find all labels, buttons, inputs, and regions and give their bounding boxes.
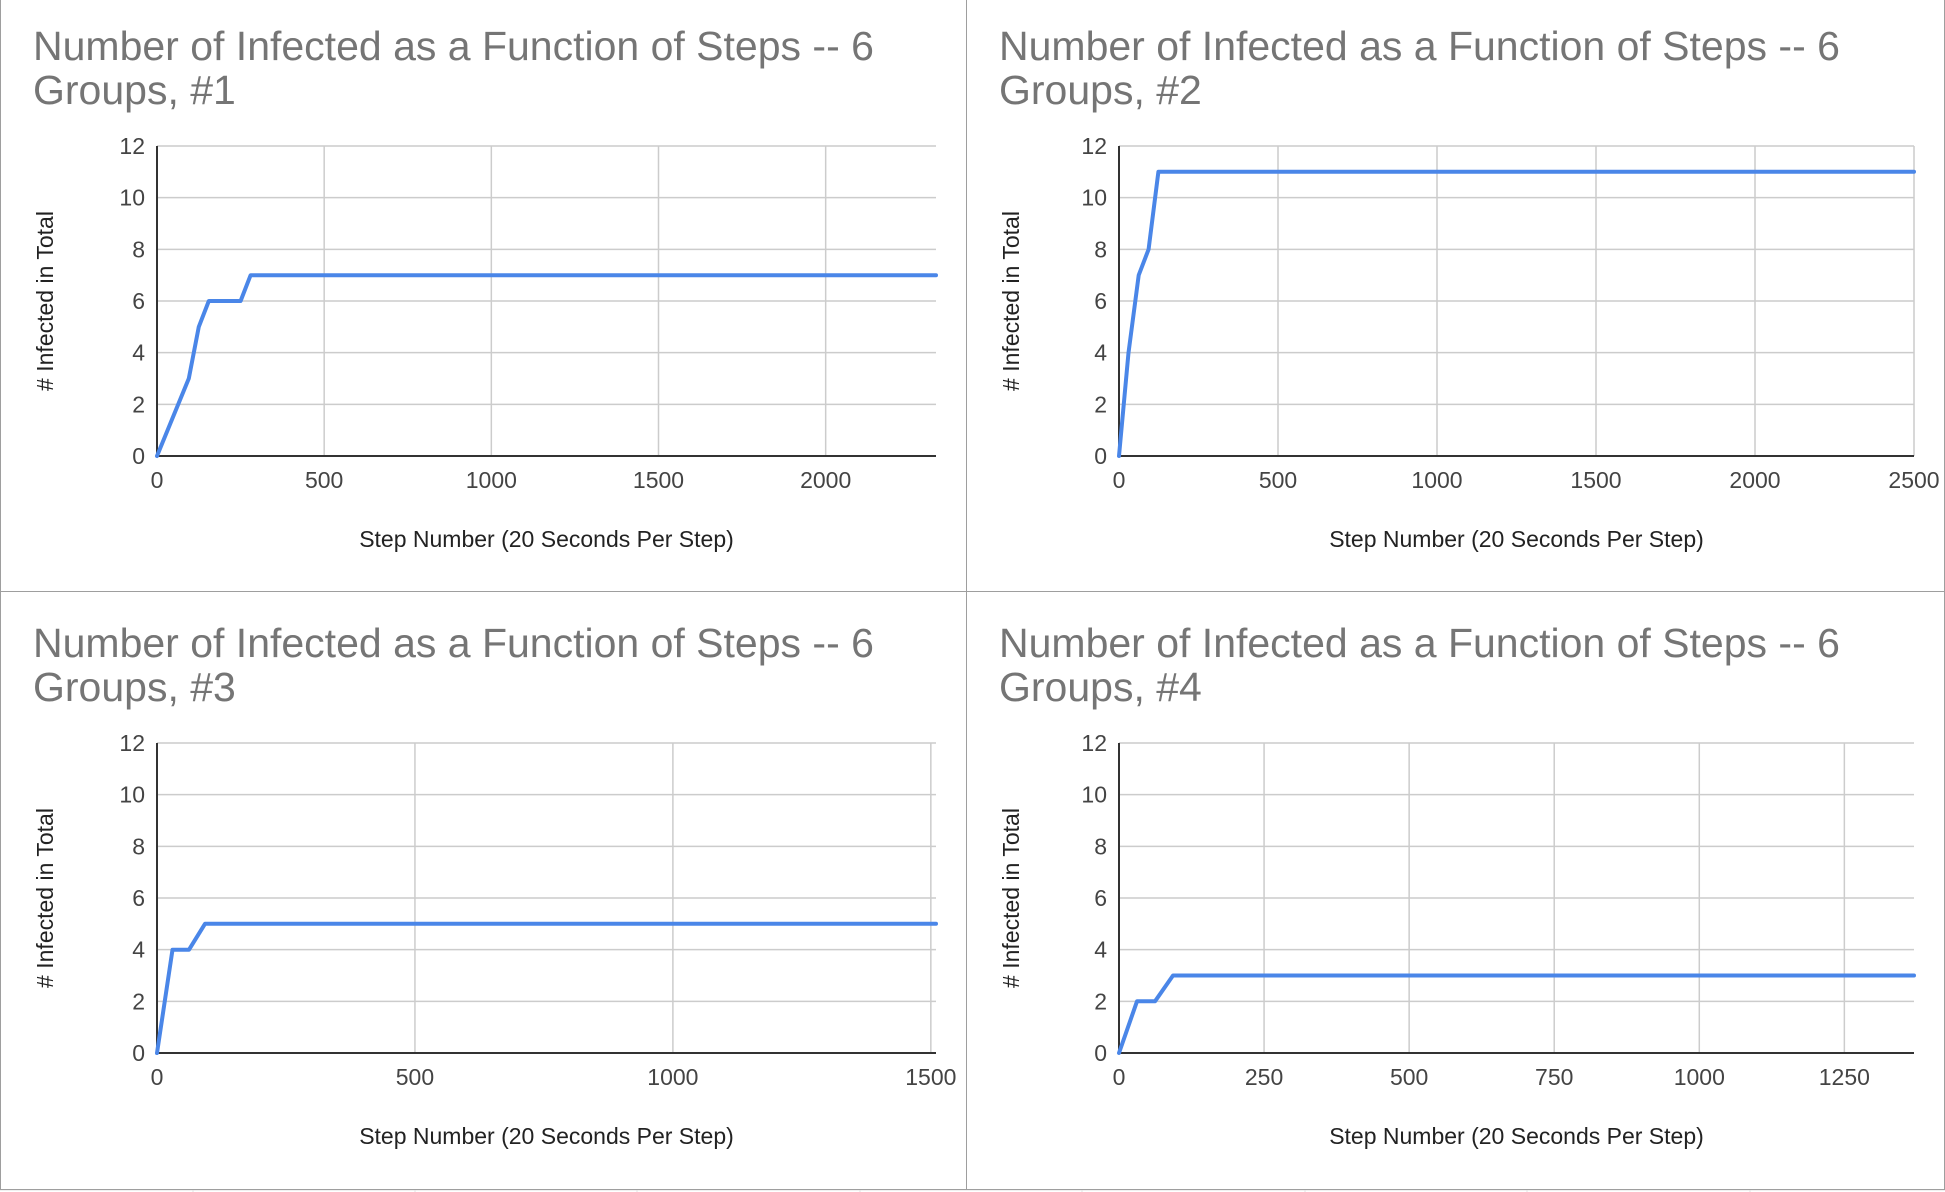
y-tick-label: 8: [1094, 833, 1107, 859]
y-axis-title: # Infected in Total: [32, 808, 58, 988]
chart-title-line: Groups, #4: [999, 664, 1202, 710]
x-tick-label: 1000: [466, 467, 517, 493]
x-tick-label: 0: [151, 1064, 164, 1090]
chart-panel-3[interactable]: Number of Infected as a Function of Step…: [0, 592, 967, 1190]
y-tick-label: 2: [132, 391, 145, 417]
y-tick-label: 8: [1094, 236, 1107, 262]
chart-title-line: Number of Infected as a Function of Step…: [33, 23, 874, 69]
y-tick-label: 12: [1081, 730, 1107, 756]
chart-title-line: Groups, #3: [33, 664, 236, 710]
y-tick-label: 12: [1081, 133, 1107, 159]
x-tick-label: 0: [151, 467, 164, 493]
x-tick-label: 1500: [1570, 467, 1621, 493]
y-tick-label: 8: [132, 833, 145, 859]
chart-title-line: Groups, #2: [999, 67, 1202, 113]
y-tick-label: 4: [132, 340, 145, 366]
y-tick-label: 6: [1094, 288, 1107, 314]
chart-title-line: Number of Infected as a Function of Step…: [999, 23, 1840, 69]
x-axis-title: Step Number (20 Seconds Per Step): [359, 1123, 734, 1149]
y-tick-label: 4: [1094, 937, 1107, 963]
y-axis-title: # Infected in Total: [998, 808, 1024, 988]
y-tick-label: 8: [132, 236, 145, 262]
chart-title-line: Number of Infected as a Function of Step…: [33, 620, 874, 666]
y-tick-label: 6: [1094, 885, 1107, 911]
x-tick-label: 2000: [800, 467, 851, 493]
series-line-infected: [1117, 169, 1916, 458]
x-tick-label: 2500: [1888, 467, 1939, 493]
y-tick-label: 6: [132, 288, 145, 314]
y-tick-label: 10: [119, 185, 145, 211]
x-tick-label: 1500: [633, 467, 684, 493]
x-tick-label: 500: [1259, 467, 1297, 493]
y-tick-label: 6: [132, 885, 145, 911]
x-tick-label: 500: [396, 1064, 434, 1090]
chart-title-line: Groups, #1: [33, 67, 236, 113]
x-axis-title: Step Number (20 Seconds Per Step): [1329, 526, 1704, 552]
y-axis-title: # Infected in Total: [32, 211, 58, 391]
chart-title-line: Number of Infected as a Function of Step…: [999, 620, 1840, 666]
chart-panel-1[interactable]: Number of Infected as a Function of Step…: [0, 0, 967, 592]
x-tick-label: 2000: [1729, 467, 1780, 493]
x-tick-label: 1000: [1411, 467, 1462, 493]
series-line-infected: [155, 273, 938, 458]
x-tick-label: 0: [1113, 467, 1126, 493]
y-tick-label: 10: [1081, 782, 1107, 808]
x-tick-label: 1000: [647, 1064, 698, 1090]
y-tick-label: 12: [119, 133, 145, 159]
x-tick-label: 1000: [1674, 1064, 1725, 1090]
x-tick-label: 1500: [905, 1064, 956, 1090]
line-chart: Number of Infected as a Function of Step…: [32, 620, 956, 1149]
x-axis-title: Step Number (20 Seconds Per Step): [359, 526, 734, 552]
y-tick-label: 2: [1094, 391, 1107, 417]
series-line-infected: [1117, 973, 1916, 1055]
x-tick-label: 250: [1245, 1064, 1283, 1090]
x-tick-label: 750: [1535, 1064, 1573, 1090]
line-chart: Number of Infected as a Function of Step…: [998, 620, 1916, 1149]
chart-panel-2[interactable]: Number of Infected as a Function of Step…: [967, 0, 1945, 592]
y-tick-label: 2: [132, 988, 145, 1014]
y-tick-label: 10: [119, 782, 145, 808]
y-tick-label: 0: [132, 1040, 145, 1066]
chart-panel-4[interactable]: Number of Infected as a Function of Step…: [967, 592, 1945, 1190]
y-tick-label: 4: [1094, 340, 1107, 366]
series-line-infected: [155, 921, 938, 1055]
x-axis-title: Step Number (20 Seconds Per Step): [1329, 1123, 1704, 1149]
y-tick-label: 12: [119, 730, 145, 756]
y-tick-label: 0: [132, 443, 145, 469]
line-chart: Number of Infected as a Function of Step…: [998, 23, 1940, 552]
x-tick-label: 500: [1390, 1064, 1428, 1090]
x-tick-label: 500: [305, 467, 343, 493]
x-tick-label: 0: [1113, 1064, 1126, 1090]
y-tick-label: 4: [132, 937, 145, 963]
y-axis-title: # Infected in Total: [998, 211, 1024, 391]
y-tick-label: 0: [1094, 1040, 1107, 1066]
x-tick-label: 1250: [1819, 1064, 1870, 1090]
y-tick-label: 0: [1094, 443, 1107, 469]
line-chart: Number of Infected as a Function of Step…: [32, 23, 938, 552]
y-tick-label: 10: [1081, 185, 1107, 211]
y-tick-label: 2: [1094, 988, 1107, 1014]
